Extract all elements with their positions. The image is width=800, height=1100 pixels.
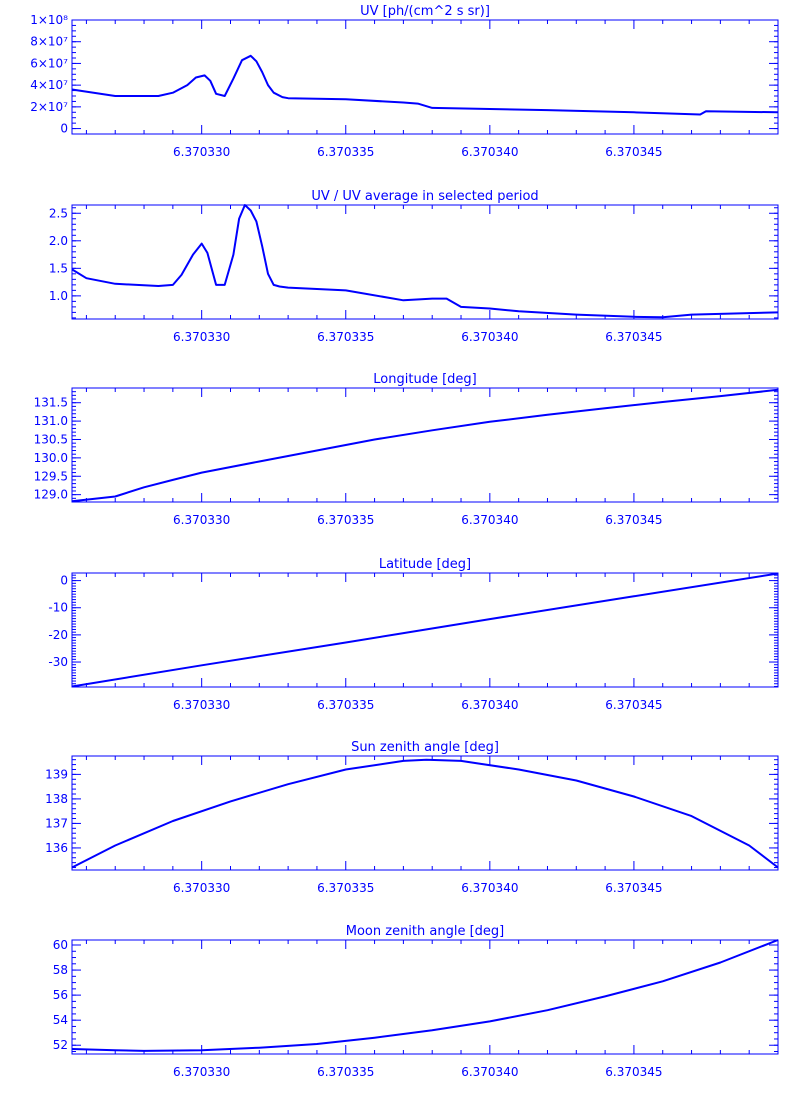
chart-1-x-tick-label: 6.370330 bbox=[173, 145, 230, 159]
chart-2-y-tick-label: 1.5 bbox=[49, 261, 68, 275]
chart-6-x-tick-label: 6.370340 bbox=[461, 1065, 518, 1079]
chart-4-y-tick-label: -10 bbox=[48, 601, 68, 615]
chart-1-series-line bbox=[71, 54, 779, 116]
chart-5-x-tick-label: 6.370340 bbox=[461, 881, 518, 895]
chart-6-title: Moon zenith angle [deg] bbox=[346, 924, 504, 939]
chart-3-y-tick-label: 130.5 bbox=[34, 432, 68, 446]
chart-5-x-tick-label: 6.370330 bbox=[173, 881, 230, 895]
chart-2-y-tick-label: 2.0 bbox=[49, 234, 68, 248]
chart-4-x-tick-label: 6.370335 bbox=[317, 698, 374, 712]
chart-4-x-tick-label: 6.370340 bbox=[461, 698, 518, 712]
chart-4-y-tick-label: -20 bbox=[48, 628, 68, 642]
chart-2-frame bbox=[71, 204, 779, 320]
chart-3-y-tick-label: 130.0 bbox=[34, 451, 68, 465]
chart-6-y-tick-label: 60 bbox=[53, 938, 68, 952]
chart-5-x-tick-label: 6.370345 bbox=[605, 881, 662, 895]
chart-4-frame bbox=[71, 572, 779, 688]
chart-3-y-tick-label: 129.5 bbox=[34, 469, 68, 483]
chart-1-y-tick-label: 6×10⁷ bbox=[30, 56, 68, 70]
chart-6-x-tick-label: 6.370330 bbox=[173, 1065, 230, 1079]
chart-6-series-line bbox=[71, 939, 779, 1052]
chart-5-title: Sun zenith angle [deg] bbox=[351, 740, 499, 755]
chart-4-x-tick-label: 6.370345 bbox=[605, 698, 662, 712]
chart-2-x-tick-label: 6.370335 bbox=[317, 330, 374, 344]
chart-6-y-tick-label: 58 bbox=[53, 963, 68, 977]
chart-3-y-tick-label: 131.5 bbox=[34, 396, 68, 410]
chart-3-title: Longitude [deg] bbox=[373, 372, 476, 387]
chart-6-y-tick-label: 52 bbox=[53, 1038, 68, 1052]
chart-1-x-tick-label: 6.370340 bbox=[461, 145, 518, 159]
chart-5-y-tick-label: 138 bbox=[45, 792, 68, 806]
chart-1-x-tick-label: 6.370345 bbox=[605, 145, 662, 159]
chart-2-title: UV / UV average in selected period bbox=[311, 189, 538, 204]
chart-1-y-tick-label: 4×10⁷ bbox=[30, 78, 68, 92]
chart-5-frame bbox=[71, 755, 779, 871]
chart-4-series-line bbox=[71, 572, 779, 688]
chart-3-x-tick-label: 6.370330 bbox=[173, 513, 230, 527]
chart-6-x-tick-label: 6.370345 bbox=[605, 1065, 662, 1079]
chart-4-y-tick-label: 0 bbox=[60, 574, 68, 588]
chart-3-series-line bbox=[71, 388, 779, 503]
chart-1-y-tick-label: 1×10⁸ bbox=[30, 13, 68, 27]
chart-3-x-tick-label: 6.370335 bbox=[317, 513, 374, 527]
chart-2-y-tick-label: 1.0 bbox=[49, 289, 68, 303]
chart-1-x-tick-label: 6.370335 bbox=[317, 145, 374, 159]
chart-3-x-tick-label: 6.370340 bbox=[461, 513, 518, 527]
chart-2-series-line bbox=[71, 204, 779, 319]
chart-2-x-tick-label: 6.370340 bbox=[461, 330, 518, 344]
chart-2-y-tick-label: 2.5 bbox=[49, 206, 68, 220]
chart-6-x-tick-label: 6.370335 bbox=[317, 1065, 374, 1079]
chart-1-y-tick-label: 8×10⁷ bbox=[30, 35, 68, 49]
chart-4-y-tick-label: -30 bbox=[48, 655, 68, 669]
chart-2-x-tick-label: 6.370330 bbox=[173, 330, 230, 344]
chart-5-y-tick-label: 136 bbox=[45, 841, 68, 855]
chart-3-frame bbox=[71, 387, 779, 503]
chart-5-y-tick-label: 137 bbox=[45, 816, 68, 830]
chart-6-y-tick-label: 56 bbox=[53, 988, 68, 1002]
chart-3-y-tick-label: 129.0 bbox=[34, 488, 68, 502]
chart-6-y-tick-label: 54 bbox=[53, 1013, 68, 1027]
chart-1-frame bbox=[71, 19, 779, 135]
chart-1-y-tick-label: 2×10⁷ bbox=[30, 100, 68, 114]
chart-5-x-tick-label: 6.370335 bbox=[317, 881, 374, 895]
chart-3-x-tick-label: 6.370345 bbox=[605, 513, 662, 527]
chart-4-x-tick-label: 6.370330 bbox=[173, 698, 230, 712]
chart-1-title: UV [ph/(cm^2 s sr)] bbox=[360, 4, 490, 19]
chart-2-x-tick-label: 6.370345 bbox=[605, 330, 662, 344]
chart-3-y-tick-label: 131.0 bbox=[34, 414, 68, 428]
chart-6-frame bbox=[71, 939, 779, 1055]
chart-1-y-tick-label: 0 bbox=[60, 122, 68, 136]
chart-5-y-tick-label: 139 bbox=[45, 767, 68, 781]
chart-5-series-line bbox=[71, 758, 779, 869]
chart-4-title: Latitude [deg] bbox=[379, 557, 471, 572]
